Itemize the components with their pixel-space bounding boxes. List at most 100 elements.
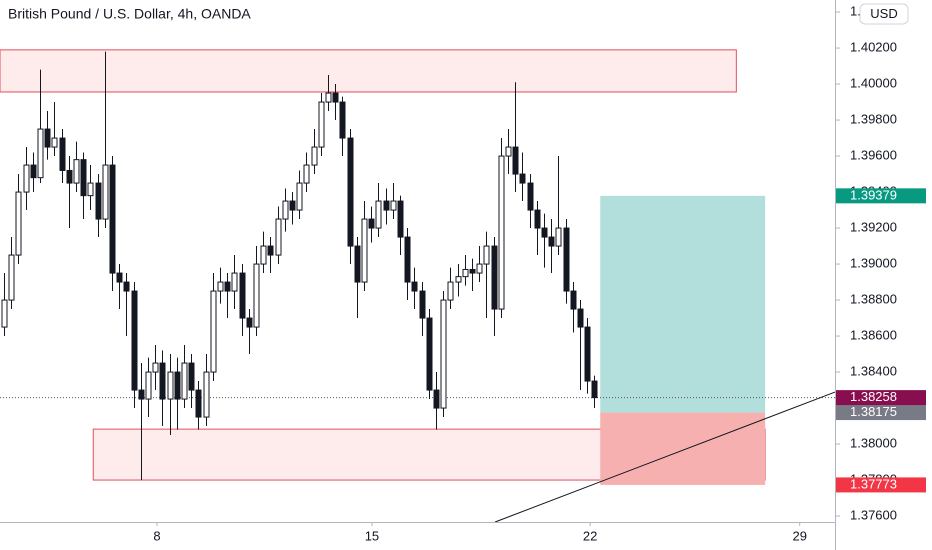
currency-button[interactable] — [859, 3, 909, 25]
candle-body — [505, 146, 512, 157]
candle-body — [30, 164, 37, 179]
candle-body — [1, 299, 8, 328]
candle-body — [37, 128, 44, 179]
candle-body — [584, 326, 591, 382]
candle-body — [73, 159, 80, 184]
candle-body — [167, 371, 174, 400]
candle-body — [325, 92, 332, 103]
y-tick-label: 1.39200 — [850, 219, 897, 234]
candle-body — [51, 137, 58, 148]
candle-body — [246, 317, 253, 328]
price-label-bg — [836, 477, 926, 493]
loss-zone — [600, 412, 766, 485]
candle-body — [260, 245, 267, 265]
candle-body — [548, 236, 555, 247]
candle-body — [419, 290, 426, 319]
candle-body — [152, 362, 159, 373]
candle-body — [577, 308, 584, 328]
candle-body — [512, 146, 519, 175]
candle-body — [483, 245, 490, 265]
candle-body — [570, 290, 577, 310]
candle-body — [231, 272, 238, 292]
candle-body — [8, 254, 15, 301]
candle-body — [66, 169, 73, 184]
candle-body — [289, 200, 296, 211]
candle-body — [527, 182, 534, 211]
candle-body — [491, 245, 498, 310]
candle-body — [426, 317, 433, 391]
candle-body — [188, 362, 195, 391]
candle-body — [390, 200, 397, 211]
y-tick-label: 1.37600 — [850, 507, 897, 522]
candle-body — [159, 362, 166, 400]
candle-body — [519, 173, 526, 184]
candle-body — [534, 209, 541, 229]
candle-body — [131, 290, 138, 391]
candle-body — [397, 200, 404, 238]
y-tick-label: 1.39800 — [850, 111, 897, 126]
candle-body — [23, 164, 30, 193]
y-tick-label: 1.40000 — [850, 75, 897, 90]
plot-area — [0, 49, 836, 523]
candle-body — [476, 263, 483, 274]
candle-body — [253, 263, 260, 328]
candle-body — [217, 281, 224, 292]
profit-zone — [600, 195, 766, 413]
candle-body — [375, 200, 382, 229]
candle-body — [354, 245, 361, 283]
candle-body — [361, 218, 368, 283]
candle-body — [138, 389, 145, 400]
candle-body — [282, 200, 289, 220]
candle-body — [563, 227, 570, 292]
candle-body — [498, 155, 505, 310]
candle-body — [469, 268, 476, 274]
candle-body — [447, 281, 454, 301]
candle-body — [541, 227, 548, 238]
candle-body — [109, 164, 116, 274]
price-label: 1.39379 — [850, 187, 897, 202]
price-label: 1.37773 — [850, 476, 897, 491]
x-tick-label: 8 — [153, 528, 160, 543]
candle-body — [555, 227, 562, 247]
y-tick-label: 1.38800 — [850, 291, 897, 306]
candle-body — [15, 191, 22, 256]
y-tick-label: 1.39000 — [850, 255, 897, 270]
y-tick-label: 1.38400 — [850, 363, 897, 378]
candle-body — [181, 362, 188, 400]
candle-body — [404, 236, 411, 283]
price-label-bg — [836, 188, 926, 204]
candle-body — [44, 128, 51, 148]
candle-body — [462, 268, 469, 278]
candle-body — [267, 245, 274, 256]
candle-body — [433, 389, 440, 409]
chart-title: British Pound / U.S. Dollar, 4h, OANDA — [8, 6, 251, 22]
candle-body — [296, 182, 303, 211]
x-tick-label: 29 — [792, 528, 806, 543]
zone — [0, 49, 737, 93]
candle-body — [591, 380, 598, 399]
candle-body — [145, 371, 152, 400]
candle-body — [332, 92, 339, 103]
y-tick-label: 1.39600 — [850, 147, 897, 162]
candle-body — [203, 371, 210, 418]
candle-body — [116, 272, 123, 283]
y-tick-label: 1.40200 — [850, 39, 897, 54]
currency-label[interactable]: USD — [870, 6, 897, 21]
candle-body — [87, 182, 94, 197]
y-tick-label: 1.38600 — [850, 327, 897, 342]
candle-body — [210, 290, 217, 373]
candle-body — [311, 146, 318, 166]
candle-body — [59, 137, 66, 171]
candle-body — [195, 389, 202, 418]
x-tick-label: 15 — [365, 528, 379, 543]
candle-body — [123, 281, 130, 292]
trendline — [494, 391, 836, 523]
candle-body — [440, 299, 447, 409]
price-label-bg — [836, 405, 926, 421]
candle-body — [102, 164, 109, 220]
price-label: 1.38175 — [850, 404, 897, 419]
candle-body — [95, 182, 102, 220]
candle-body — [239, 272, 246, 319]
y-tick-label: 1.38000 — [850, 435, 897, 450]
